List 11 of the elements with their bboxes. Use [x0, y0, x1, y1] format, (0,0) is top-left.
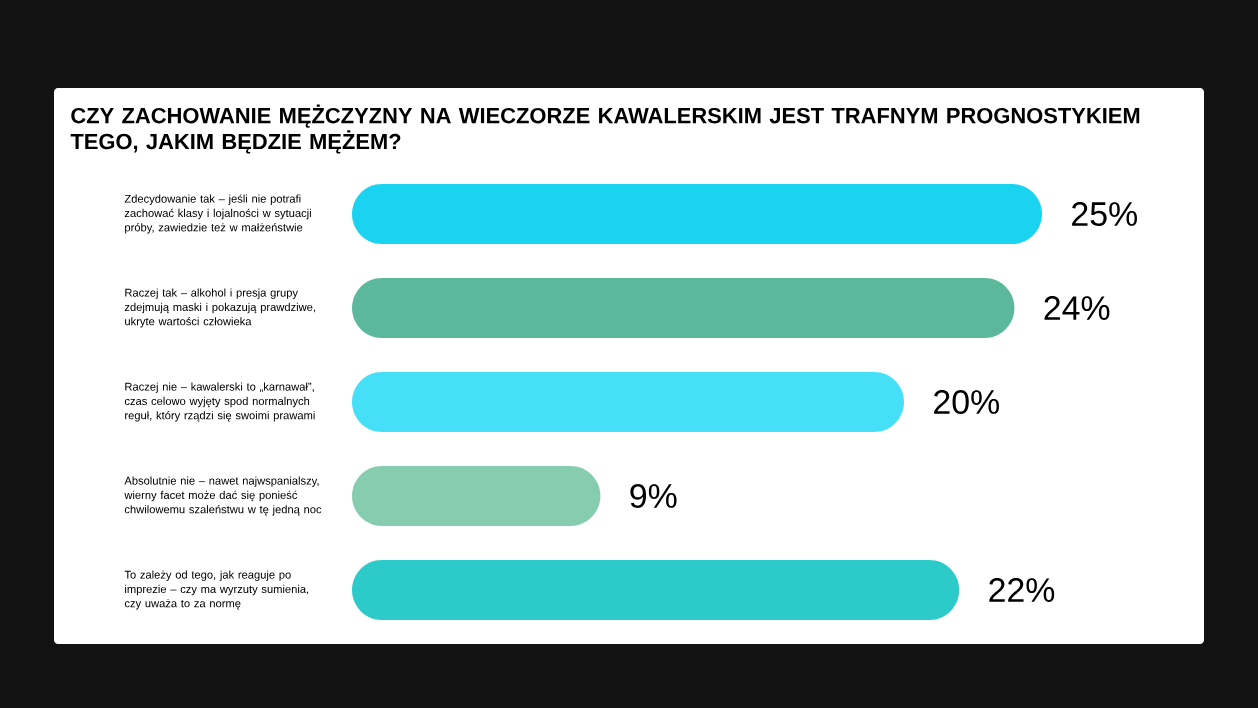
bar — [352, 278, 1015, 339]
data-label: 22% — [989, 578, 1055, 602]
data-label: 9% — [630, 484, 677, 509]
bar — [352, 466, 601, 527]
data-label: 20% — [934, 390, 999, 415]
data-label: 24% — [1044, 296, 1110, 320]
data-label: 25% — [1072, 202, 1137, 227]
bar — [352, 560, 960, 621]
bar — [352, 184, 1043, 245]
bar — [352, 372, 905, 433]
chart-title: CZY ZACHOWANIE MĘŻCZYZNY NA WIECZORZE KAWALERSKIM JEST TRAFNYM PROGNOSTYKIEM TEGO, JAKIM BĘDZIE MĘŻEM? — [70, 104, 1140, 154]
